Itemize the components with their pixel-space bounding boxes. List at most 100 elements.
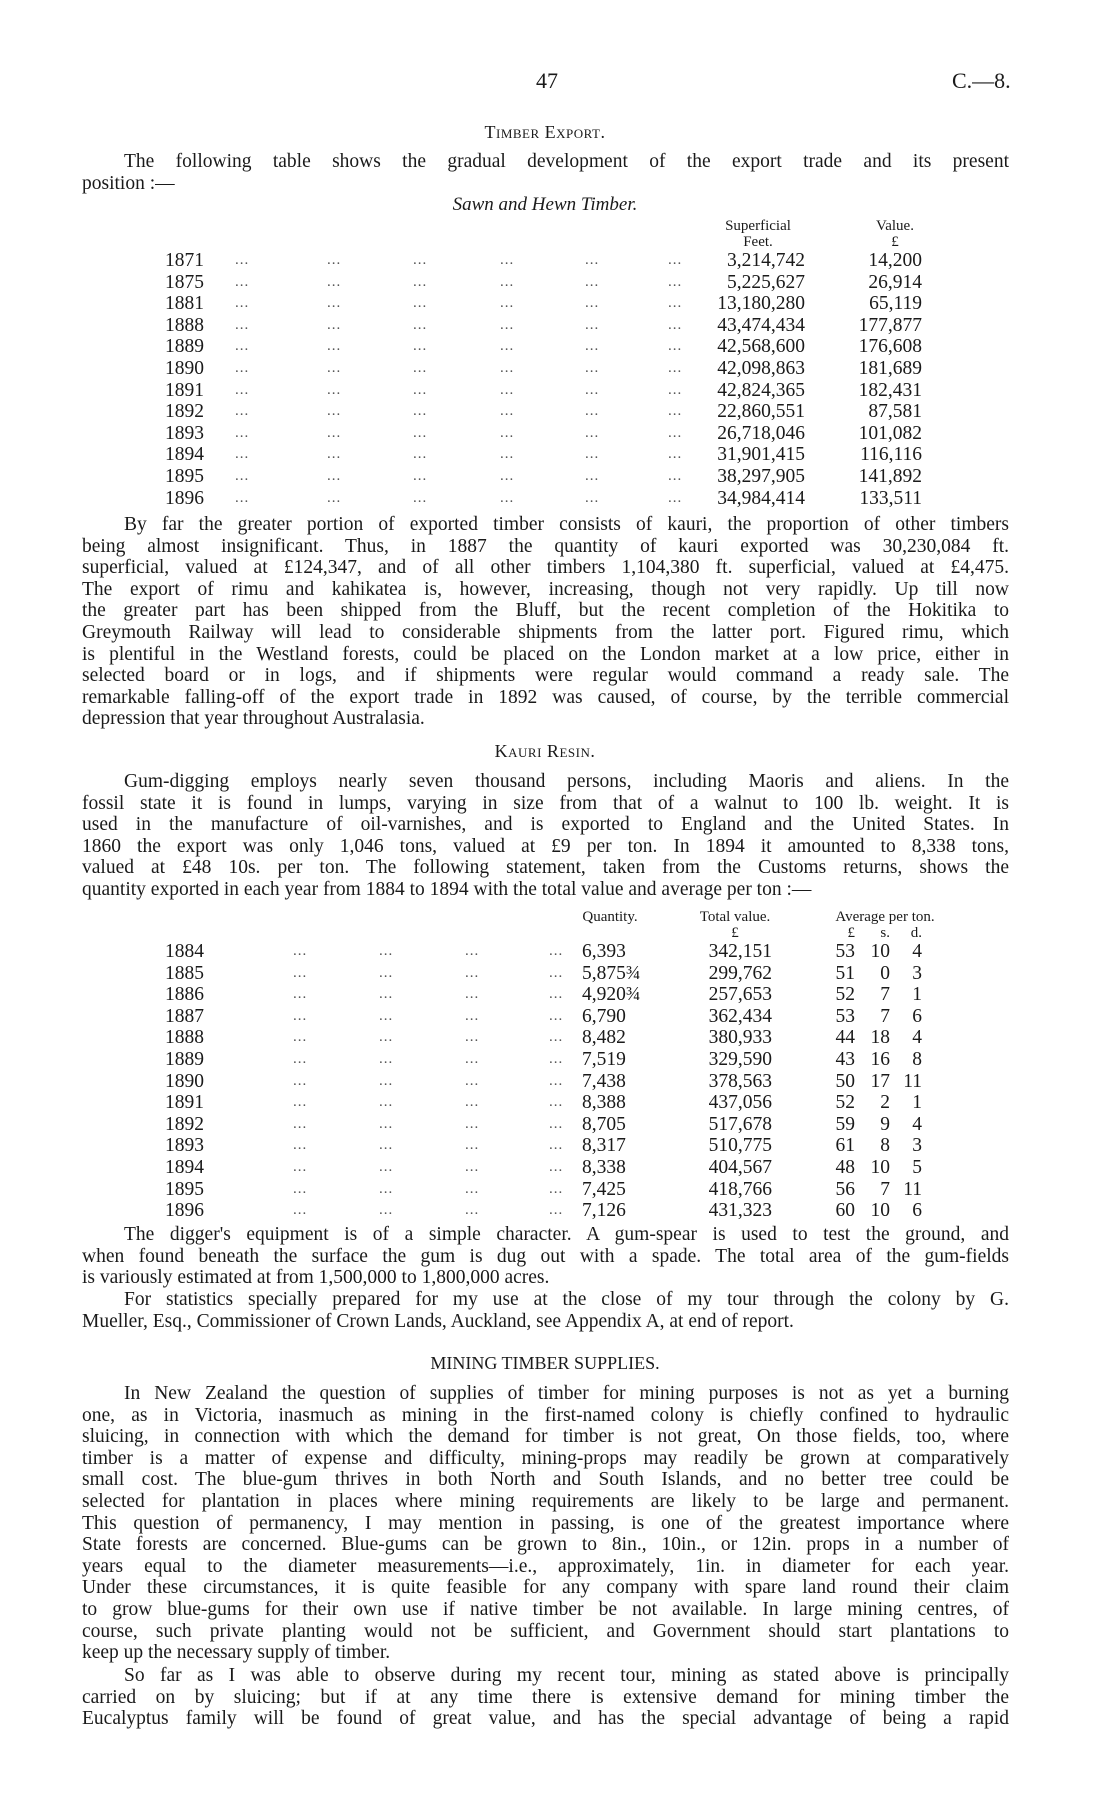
leader-dots: ... xyxy=(500,295,515,312)
body-paragraph-line: carried on by sluicing; but if at any ti… xyxy=(82,1686,1009,1708)
table-cell-quantity: 6,790 xyxy=(582,1005,626,1027)
intro-paragraph-line: position :— xyxy=(82,172,175,194)
table-cell-feet: 42,098,863 xyxy=(717,358,805,379)
table-title: Sawn and Hewn Timber. xyxy=(452,194,638,215)
table-cell-quantity: 8,338 xyxy=(582,1157,626,1178)
section-heading-kauri-resin: Kauri Resin. xyxy=(494,741,596,761)
table-cell-value: 182,431 xyxy=(858,379,922,401)
leader-dots: ... xyxy=(585,295,600,312)
body-paragraph-line: selected for plantation in places where … xyxy=(82,1491,1009,1512)
table-cell-year: 1875 xyxy=(165,271,204,293)
table-cell-feet: 3,214,742 xyxy=(727,250,805,271)
table-cell-shillings: 10 xyxy=(870,1157,891,1178)
table-cell-pounds: 60 xyxy=(835,1200,856,1222)
table-cell-pence: 4 xyxy=(912,1113,922,1135)
leader-dots: ... xyxy=(413,273,428,290)
table-cell-year: 1895 xyxy=(165,1178,204,1200)
leader-dots: ... xyxy=(549,1159,564,1175)
leader-dots: ... xyxy=(585,424,600,441)
leader-dots: ... xyxy=(549,1202,564,1219)
table-cell-pence: 11 xyxy=(903,1070,922,1092)
leader-dots: ... xyxy=(465,1029,480,1046)
leader-dots: ... xyxy=(379,1051,394,1067)
table-cell-pounds: 53 xyxy=(835,1005,856,1027)
leader-dots: ... xyxy=(293,943,308,959)
leader-dots: ... xyxy=(465,1051,480,1067)
column-header-total-value: Total value. xyxy=(699,909,771,925)
leader-dots: ... xyxy=(465,1072,480,1089)
table-cell-pence: 1 xyxy=(912,984,922,1006)
leader-dots: ... xyxy=(668,252,683,268)
table-cell-pounds: 52 xyxy=(835,1092,856,1114)
leader-dots: ... xyxy=(235,273,250,290)
leader-dots: ... xyxy=(293,1180,308,1197)
leader-dots: ... xyxy=(585,446,600,463)
leader-dots: ... xyxy=(668,360,683,376)
leader-dots: ... xyxy=(465,1094,480,1111)
body-paragraph-line: The digger's equipment is of a simple ch… xyxy=(124,1224,1009,1245)
leader-dots: ... xyxy=(235,360,250,376)
leader-dots: ... xyxy=(413,424,428,441)
leader-dots: ... xyxy=(235,403,250,420)
body-paragraph-line: sluicing, in connection with which the d… xyxy=(82,1426,1009,1448)
table-cell-quantity: 7,519 xyxy=(582,1049,626,1070)
table-cell-pence: 4 xyxy=(912,941,922,962)
body-paragraph-line: years equal to the diameter measurements… xyxy=(82,1555,1009,1577)
table-cell-year: 1884 xyxy=(165,941,204,962)
leader-dots: ... xyxy=(549,1094,564,1111)
leader-dots: ... xyxy=(585,316,600,333)
table-cell-year: 1888 xyxy=(165,314,204,336)
column-header-total-pound: £ xyxy=(731,925,739,941)
leader-dots: ... xyxy=(585,468,600,484)
leader-dots: ... xyxy=(293,1051,308,1067)
table-cell-pence: 1 xyxy=(912,1092,922,1114)
leader-dots: ... xyxy=(465,1115,480,1132)
table-cell-feet: 38,297,905 xyxy=(717,466,805,487)
leader-dots: ... xyxy=(500,338,515,355)
leader-dots: ... xyxy=(379,986,394,1003)
leader-dots: ... xyxy=(413,446,428,463)
body-paragraph-line: The export of rimu and kahikatea is, how… xyxy=(82,578,1009,600)
table-cell-year: 1891 xyxy=(165,1092,204,1114)
leader-dots: ... xyxy=(668,489,683,506)
table-cell-value: 87,581 xyxy=(868,401,922,423)
document-reference: C.—8. xyxy=(952,68,1011,93)
table-cell-pence: 3 xyxy=(912,962,922,984)
intro-paragraph-line: The following table shows the gradual de… xyxy=(124,151,1009,172)
table-cell-feet: 5,225,627 xyxy=(727,271,805,293)
table-cell-year: 1890 xyxy=(165,1070,204,1092)
body-paragraph-line: the greater part has been shipped from t… xyxy=(82,600,1009,622)
table-cell-year: 1894 xyxy=(165,1157,204,1178)
leader-dots: ... xyxy=(327,295,342,312)
leader-dots: ... xyxy=(293,1115,308,1132)
table-cell-quantity: 8,705 xyxy=(582,1113,626,1135)
leader-dots: ... xyxy=(585,381,600,398)
leader-dots: ... xyxy=(500,360,515,376)
body-paragraph-line: In New Zealand the question of supplies … xyxy=(124,1383,1009,1404)
leader-dots: ... xyxy=(293,964,308,981)
table-cell-year: 1888 xyxy=(165,1027,204,1049)
leader-dots: ... xyxy=(293,1094,308,1111)
table-cell-value: 181,689 xyxy=(858,358,922,379)
leader-dots: ... xyxy=(585,338,600,355)
table-cell-total-value: 329,590 xyxy=(708,1049,772,1070)
leader-dots: ... xyxy=(549,1180,564,1197)
table-cell-year: 1889 xyxy=(165,1049,204,1070)
table-cell-year: 1887 xyxy=(165,1005,204,1027)
body-paragraph-line: For statistics specially prepared for my… xyxy=(124,1289,1009,1310)
table-cell-pounds: 48 xyxy=(835,1157,856,1178)
table-cell-shillings: 7 xyxy=(880,1178,890,1200)
table-cell-pence: 11 xyxy=(903,1178,922,1200)
table-cell-year: 1892 xyxy=(165,1113,204,1135)
table-cell-year: 1894 xyxy=(165,444,204,466)
column-header-superficial: Superficial xyxy=(725,218,791,234)
leader-dots: ... xyxy=(549,1051,564,1067)
leader-dots: ... xyxy=(500,273,515,290)
table-cell-shillings: 18 xyxy=(870,1027,891,1049)
table-cell-total-value: 437,056 xyxy=(708,1092,772,1114)
table-cell-quantity: 7,425 xyxy=(582,1178,626,1200)
table-cell-pence: 6 xyxy=(912,1200,922,1222)
body-paragraph-line: selected board or in logs, and if shipme… xyxy=(82,665,1009,687)
leader-dots: ... xyxy=(549,1007,564,1024)
leader-dots: ... xyxy=(668,468,683,484)
